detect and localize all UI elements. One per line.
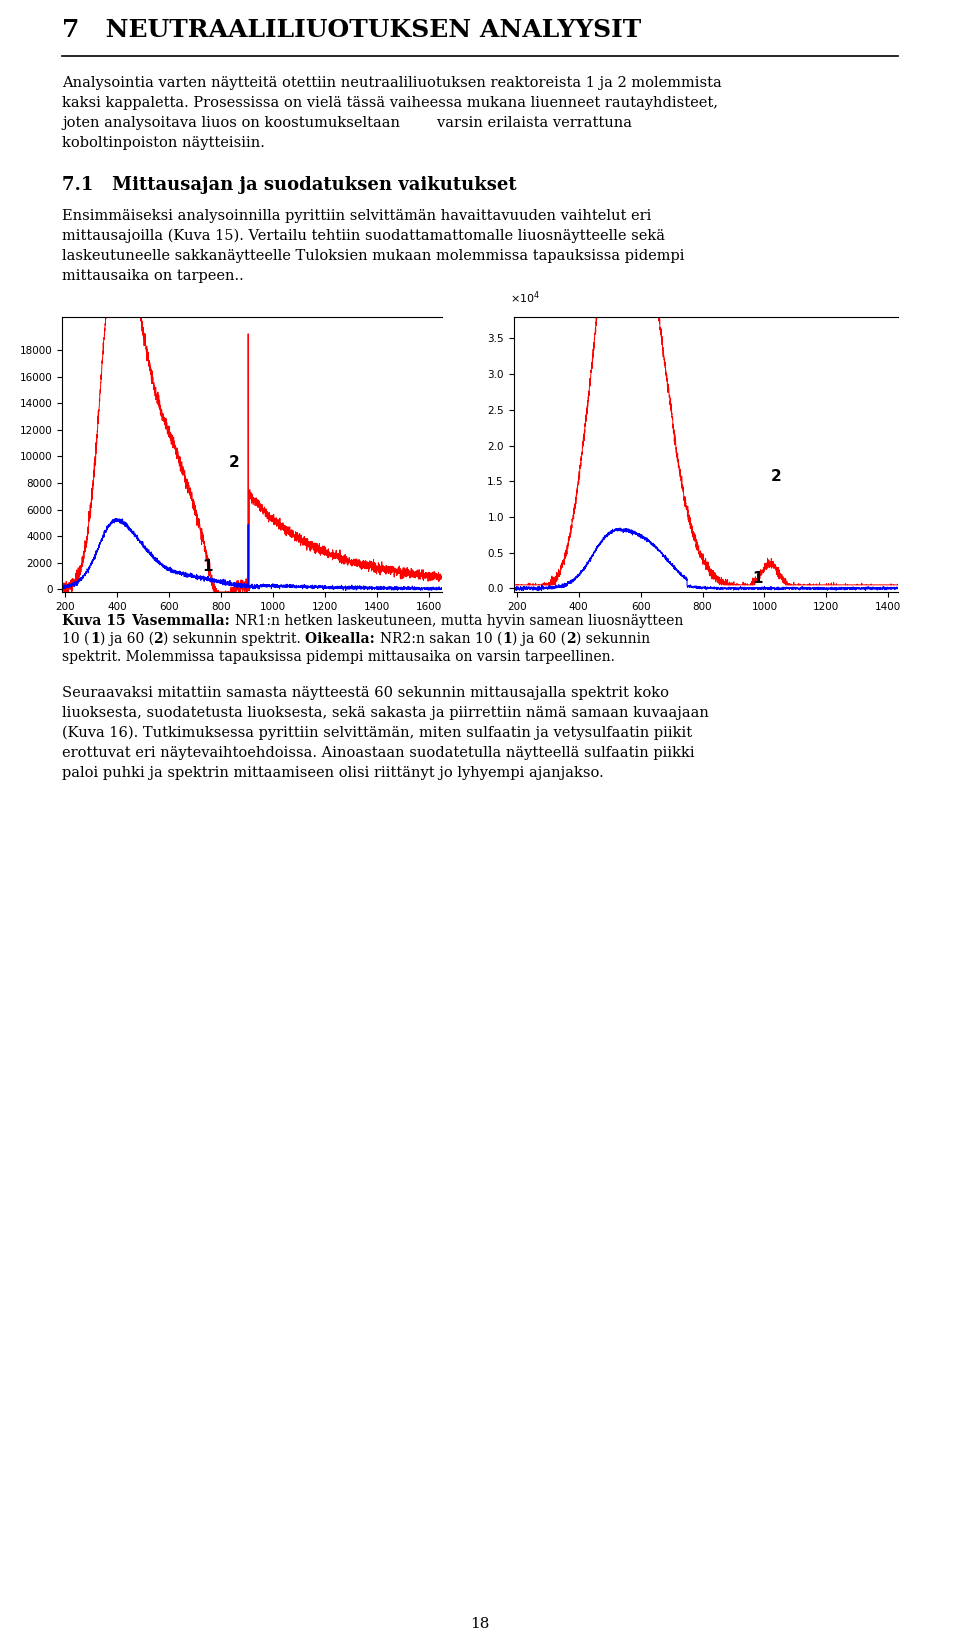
Text: ) sekunnin spektrit.: ) sekunnin spektrit. [163, 633, 305, 646]
Text: mittausaika on tarpeen..: mittausaika on tarpeen.. [62, 269, 244, 283]
Text: ) ja 60 (: ) ja 60 ( [512, 633, 566, 646]
Text: 2: 2 [771, 470, 781, 485]
Text: 1: 1 [752, 572, 762, 587]
Text: 1: 1 [502, 633, 512, 646]
Text: kaksi kappaletta. Prosessissa on vielä tässä vaiheessa mukana liuenneet rautayhd: kaksi kappaletta. Prosessissa on vielä t… [62, 95, 718, 110]
Text: Vasemmalla:: Vasemmalla: [131, 614, 234, 628]
Text: Oikealla:: Oikealla: [305, 633, 380, 646]
Text: liuoksesta, suodatetusta liuoksesta, sekä sakasta ja piirrettiin nämä samaan kuv: liuoksesta, suodatetusta liuoksesta, sek… [62, 706, 709, 720]
Text: 2: 2 [566, 633, 576, 646]
Text: 7.1   Mittausajan ja suodatuksen vaikutukset: 7.1 Mittausajan ja suodatuksen vaikutuks… [62, 176, 517, 194]
Text: erottuvat eri näytevaihtoehdoissa. Ainoastaan suodatetulla näytteellä sulfaatin : erottuvat eri näytevaihtoehdoissa. Ainoa… [62, 746, 695, 761]
Text: 2: 2 [228, 455, 239, 470]
Text: ) ja 60 (: ) ja 60 ( [100, 633, 154, 646]
Text: 18: 18 [470, 1617, 490, 1631]
Text: joten analysoitava liuos on koostumukseltaan        varsin erilaista verrattuna: joten analysoitava liuos on koostumuksel… [62, 117, 633, 130]
Text: Ensimmäiseksi analysoinnilla pyrittiin selvittämän havaittavuuden vaihtelut eri: Ensimmäiseksi analysoinnilla pyrittiin s… [62, 209, 652, 223]
Text: 2: 2 [154, 633, 163, 646]
Text: 1: 1 [90, 633, 100, 646]
Text: 7   NEUTRAALILIUOTUKSEN ANALYYSIT: 7 NEUTRAALILIUOTUKSEN ANALYYSIT [62, 18, 641, 43]
Text: spektrit. Molemmissa tapauksissa pidempi mittausaika on varsin tarpeellinen.: spektrit. Molemmissa tapauksissa pidempi… [62, 651, 615, 664]
Text: Seuraavaksi mitattiin samasta näytteestä 60 sekunnin mittausajalla spektrit koko: Seuraavaksi mitattiin samasta näytteestä… [62, 687, 669, 700]
Text: koboltinpoiston näytteisiin.: koboltinpoiston näytteisiin. [62, 136, 265, 150]
Text: ) sekunnin: ) sekunnin [576, 633, 650, 646]
Text: (Kuva 16). Tutkimuksessa pyrittiin selvittämän, miten sulfaatin ja vetysulfaatin: (Kuva 16). Tutkimuksessa pyrittiin selvi… [62, 726, 692, 741]
Text: 1: 1 [203, 559, 213, 573]
Text: NR1:n hetken laskeutuneen, mutta hyvin samean liuosnäytteen: NR1:n hetken laskeutuneen, mutta hyvin s… [234, 614, 683, 628]
Text: NR2:n sakan 10 (: NR2:n sakan 10 ( [380, 633, 502, 646]
Text: Kuva 15: Kuva 15 [62, 614, 131, 628]
Text: laskeutuneelle sakkanäytteelle Tuloksien mukaan molemmissa tapauksissa pidempi: laskeutuneelle sakkanäytteelle Tuloksien… [62, 250, 684, 263]
Text: $\times 10^4$: $\times 10^4$ [510, 289, 540, 306]
Text: paloi puhki ja spektrin mittaamiseen olisi riittänyt jo lyhyempi ajanjakso.: paloi puhki ja spektrin mittaamiseen oli… [62, 766, 604, 780]
Text: 10 (: 10 ( [62, 633, 90, 646]
Text: mittausajoilla (Kuva 15). Vertailu tehtiin suodattamattomalle liuosnäytteelle se: mittausajoilla (Kuva 15). Vertailu tehti… [62, 228, 665, 243]
Text: Analysointia varten näytteitä otettiin neutraaliliuotuksen reaktoreista 1 ja 2 m: Analysointia varten näytteitä otettiin n… [62, 76, 722, 90]
